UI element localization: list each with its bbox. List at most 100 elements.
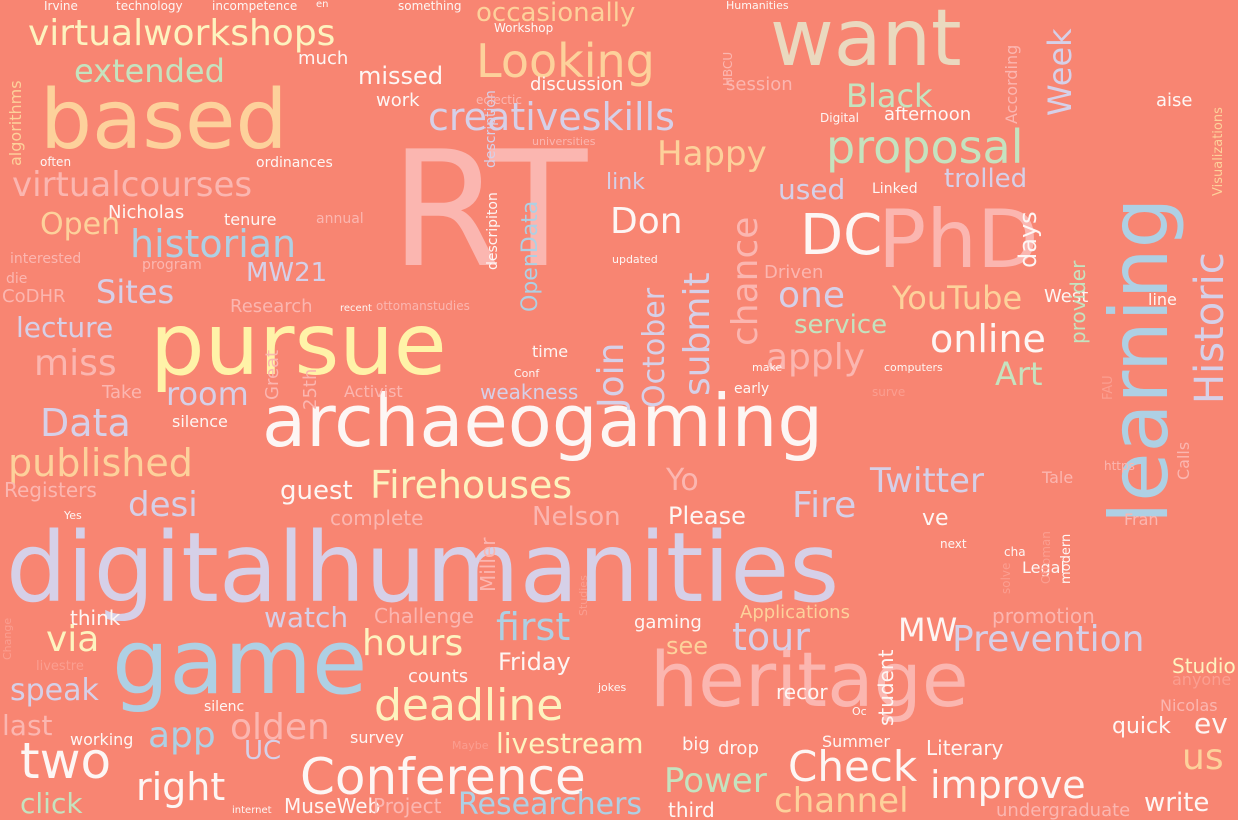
word: Workshop	[494, 21, 554, 35]
word: next	[940, 537, 967, 551]
word: Fire	[792, 485, 857, 526]
word: Oc	[852, 705, 867, 718]
word: via	[46, 619, 100, 660]
word: link	[606, 170, 645, 195]
word: online	[930, 317, 1046, 361]
word: livestream	[496, 727, 644, 760]
word: silenc	[204, 699, 245, 715]
word: Studio	[1172, 654, 1236, 678]
word: silence	[172, 412, 228, 431]
word: something	[398, 0, 462, 13]
word: descripiton	[485, 192, 501, 270]
word: complete	[330, 506, 424, 530]
word: YouTube	[892, 279, 1023, 317]
word: undergraduate	[996, 800, 1131, 820]
word: drop	[718, 738, 759, 759]
word: MW	[898, 611, 958, 649]
word: two	[20, 732, 112, 790]
word: Great	[262, 349, 283, 400]
word: livestre	[36, 659, 84, 674]
word: Conference	[300, 748, 586, 806]
word: Check	[788, 742, 918, 791]
word: Legal	[1022, 558, 1065, 577]
word: updated	[612, 253, 658, 266]
word: computers	[884, 361, 943, 374]
word: much	[298, 48, 349, 69]
word: Ottoman	[1039, 531, 1053, 584]
word: speak	[10, 673, 99, 708]
word: universities	[532, 135, 596, 148]
word: Studies	[577, 575, 590, 616]
word: DC	[800, 203, 883, 268]
word: aise	[1156, 90, 1193, 111]
word: annual	[316, 211, 364, 227]
word: PhD	[878, 193, 1039, 286]
word: anyone	[1172, 670, 1232, 689]
word: think	[70, 606, 121, 630]
word: Week	[1041, 28, 1079, 116]
word: Happy	[657, 134, 767, 174]
word: Change	[1, 617, 14, 660]
word: Research	[230, 296, 313, 317]
word: provider	[1066, 260, 1090, 344]
word: write	[1144, 788, 1210, 818]
word: Challenge	[374, 604, 474, 628]
word: improve	[930, 763, 1086, 807]
word: ottomanstudies	[376, 299, 470, 313]
word: Prevention	[952, 619, 1145, 660]
word: According	[1002, 44, 1021, 124]
word: die	[6, 271, 28, 287]
word: Data	[40, 401, 131, 445]
word: guest	[280, 476, 353, 506]
word: Miller	[476, 537, 500, 592]
word: virtualworkshops	[28, 13, 336, 54]
word: en	[316, 0, 329, 10]
word: https	[1104, 459, 1135, 473]
word: eclectic	[476, 93, 522, 107]
word: Take	[102, 382, 142, 403]
word: pursue	[150, 295, 447, 395]
word: missed	[358, 62, 444, 90]
word: Don	[610, 201, 683, 242]
word: Linked	[872, 181, 918, 197]
word: based	[40, 73, 288, 168]
word: Art	[995, 355, 1043, 393]
word: right	[136, 765, 226, 809]
word: internet	[232, 805, 272, 816]
word: Join	[591, 342, 632, 408]
word: incompetence	[212, 0, 298, 13]
word: afternoon	[884, 104, 972, 125]
word: October	[637, 287, 672, 408]
word: Power	[664, 761, 767, 801]
word: game	[112, 610, 368, 715]
word: FAU	[1101, 375, 1116, 400]
word: see	[666, 632, 709, 660]
word: Humanities	[726, 0, 789, 12]
word: solve	[999, 562, 1013, 594]
word: Friday	[498, 648, 571, 676]
word: gaming	[634, 612, 702, 633]
word: submit	[677, 272, 718, 396]
word: modern	[1059, 533, 1074, 584]
word: jokes	[598, 681, 627, 694]
word: ordinances	[256, 155, 333, 171]
word: Driven	[764, 262, 824, 283]
word: Fran	[1124, 510, 1159, 529]
word: counts	[408, 666, 469, 687]
word: Visualizations	[1211, 107, 1226, 196]
word: big	[682, 734, 710, 755]
word: one	[778, 275, 845, 316]
word: time	[532, 342, 569, 361]
word: 25th	[300, 368, 321, 410]
word: make	[752, 361, 783, 374]
word: deadline	[374, 680, 564, 731]
word: Activist	[344, 382, 403, 401]
word: proposal	[826, 120, 1024, 174]
word: apply	[766, 337, 866, 378]
word: recent	[340, 303, 372, 314]
word: watch	[264, 601, 349, 634]
word: desi	[128, 485, 198, 525]
word: Open	[40, 207, 121, 242]
word: Black	[846, 77, 933, 115]
